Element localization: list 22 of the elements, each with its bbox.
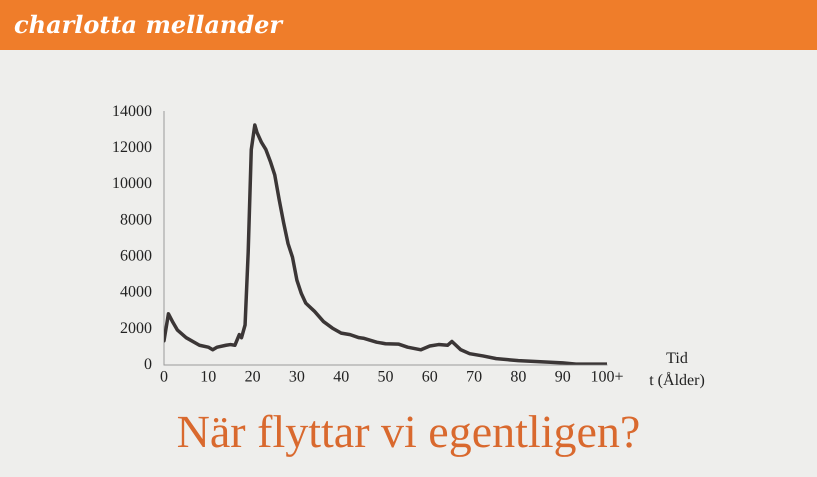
- x-tick-label: 70: [466, 368, 482, 386]
- text: När flyttar vi egentligen?: [176, 405, 642, 458]
- y-tick-label: 12000: [112, 138, 152, 156]
- x-tick-label: 100+: [590, 368, 624, 386]
- y-tick-label: 6000: [120, 247, 152, 264]
- x-axis-title: Tid t (Ålder): [649, 350, 705, 389]
- y-tick-label: 0: [144, 356, 152, 374]
- x-tick-label: 90: [554, 368, 571, 386]
- text: charlotta mellander: [14, 10, 282, 39]
- x-tick-label: 20: [244, 368, 261, 386]
- y-tick-label: 2000: [120, 320, 152, 337]
- x-tick-label: 40: [333, 368, 350, 386]
- x-tick-label: 10: [200, 368, 216, 386]
- y-tick-label: 10000: [112, 175, 152, 192]
- x-tick-label: 50: [378, 368, 394, 386]
- y-tick-label: 14000: [112, 102, 152, 120]
- y-tick-label: 4000: [120, 284, 152, 301]
- x-tick-label: 60: [422, 368, 438, 386]
- y-tick-label: 8000: [120, 211, 152, 228]
- x-tick-label: 80: [510, 368, 526, 386]
- x-tick-label: 30: [288, 368, 305, 386]
- x-tick-label: 0: [160, 368, 168, 386]
